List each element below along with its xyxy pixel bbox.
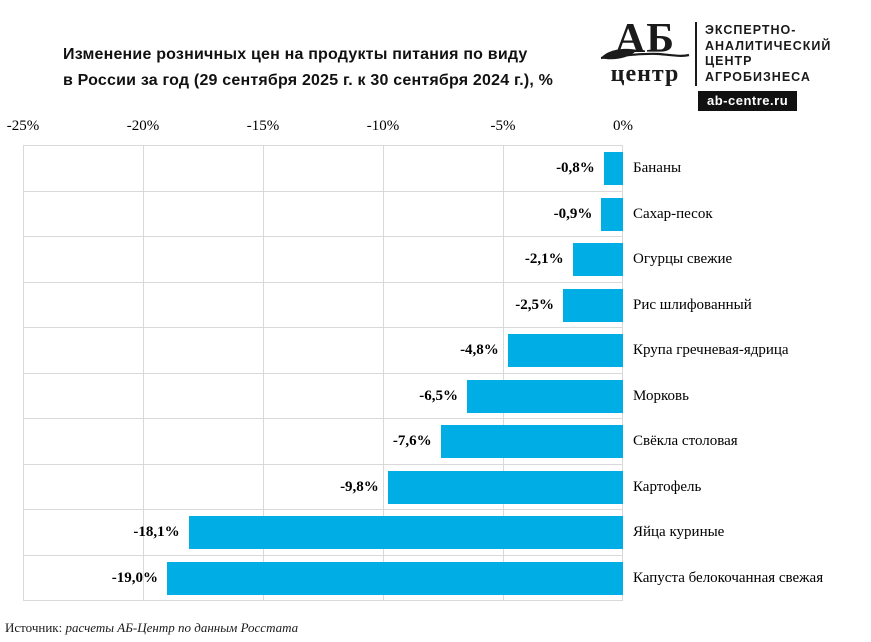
- logo-text-line: ЦЕНТР: [705, 54, 753, 68]
- vertical-gridline: [23, 146, 24, 601]
- x-axis-tick-label: -5%: [490, 118, 516, 134]
- bar-row: -9,8% Картофель: [23, 465, 701, 510]
- logo-divider: [695, 22, 697, 86]
- bar-row: -0,8% Бананы: [23, 146, 681, 192]
- bar: [440, 425, 623, 458]
- bar-category-label: Картофель: [633, 478, 702, 495]
- plot-area: -0,8% Бананы -0,9% Сахар-песок -2,1% Огурцы с…: [23, 145, 823, 601]
- bar: [563, 288, 623, 322]
- bar-category-label: Свёкла столовая: [633, 433, 738, 449]
- bar: [507, 334, 623, 367]
- bar-category-label: Крупа гречневая-ядрица: [633, 342, 789, 358]
- source-note: Источник: расчеты АБ-Центр по данным Рос…: [5, 620, 298, 636]
- vertical-gridline: [263, 146, 264, 601]
- ab-centre-logo: АБ центр ЭКСПЕРТНО- АНАЛИТИЧЕСКИЙ ЦЕНТР …: [600, 18, 831, 111]
- bar-value-label: -4,8%: [460, 342, 499, 358]
- logo-mark-bottom: центр: [610, 61, 680, 87]
- vertical-gridline: [622, 146, 623, 601]
- chart-title-line2: в России за год (29 сентября 2025 г. к 3…: [63, 72, 554, 89]
- bar: [387, 470, 623, 504]
- bar-value-label: -7,6%: [392, 433, 432, 449]
- x-axis-tick-label: -15%: [246, 118, 280, 134]
- x-axis: -25% -20% -15% -10% -5% 0%: [7, 117, 633, 145]
- bar-value-label: -9,8%: [340, 478, 379, 495]
- bar-category-label: Сахар-песок: [633, 205, 713, 222]
- bar-category-label: Яйца куриные: [633, 524, 725, 540]
- bar: [167, 561, 623, 595]
- bar-category-label: Огурцы свежие: [633, 251, 733, 267]
- vertical-gridline: [383, 146, 384, 601]
- x-axis-tick-label: -25%: [6, 118, 40, 134]
- vertical-gridline: [143, 146, 144, 601]
- chart-title-line1: Изменение розничных цен на продукты пита…: [63, 46, 528, 63]
- chart-title: Изменение розничных цен на продукты пита…: [63, 42, 553, 94]
- bar: [467, 379, 623, 413]
- logo-text: ЭКСПЕРТНО- АНАЛИТИЧЕСКИЙ ЦЕНТР АГРОБИЗНЕ…: [705, 20, 831, 85]
- bar-value-label: -0,9%: [553, 205, 593, 222]
- source-text: расчеты АБ-Центр по данным Росстата: [65, 620, 299, 635]
- bar-row: -0,9% Сахар-песок: [23, 192, 713, 237]
- x-axis-tick-label: 0%: [613, 118, 633, 134]
- bar-row: -2,1% Огурцы свежие: [23, 237, 732, 283]
- logo-mark: АБ центр: [600, 18, 690, 87]
- x-axis-tick-label: -20%: [126, 118, 160, 134]
- vertical-gridline: [503, 146, 504, 601]
- logo-text-line: АГРОБИЗНЕСА: [705, 69, 811, 84]
- bar-value-label: -2,1%: [524, 251, 564, 267]
- bar-category-label: Морковь: [633, 387, 689, 404]
- bar-value-label: -2,5%: [515, 296, 554, 313]
- source-prefix: Источник:: [5, 620, 63, 635]
- bar-row: -4,8% Крупа гречневая-ядрица: [23, 328, 789, 374]
- logo-website-badge: ab-centre.ru: [698, 91, 798, 111]
- logo-text-line: ЭКСПЕРТНО-: [705, 23, 797, 37]
- bar-value-label: -6,5%: [419, 387, 458, 404]
- bar: [601, 197, 623, 231]
- bar-value-label: -19,0%: [111, 569, 158, 586]
- bar-category-label: Капуста белокочанная свежая: [633, 569, 824, 586]
- bar-row: -18,1% Яйца куриные: [23, 510, 724, 556]
- bar-value-label: -0,8%: [556, 160, 595, 176]
- bar-chart: -25% -20% -15% -10% -5% 0% -0,8% Бананы -0,9% Са…: [7, 117, 823, 601]
- bar-category-label: Бананы: [633, 160, 682, 176]
- bar-row: -2,5% Рис шлифованный: [23, 283, 752, 328]
- bar: [188, 516, 623, 549]
- bar-value-label: -18,1%: [133, 524, 180, 540]
- leaf-icon: [600, 48, 690, 60]
- bar-row: -6,5% Морковь: [23, 374, 689, 419]
- bar: [603, 152, 623, 185]
- bar: [572, 243, 623, 276]
- logo-text-line: АНАЛИТИЧЕСКИЙ: [705, 38, 832, 53]
- x-axis-tick-label: -10%: [366, 118, 400, 134]
- bar-row: -19,0% Капуста белокочанная свежая: [23, 556, 823, 601]
- bar-category-label: Рис шлифованный: [633, 296, 752, 313]
- bar-row: -7,6% Свёкла столовая: [23, 419, 738, 465]
